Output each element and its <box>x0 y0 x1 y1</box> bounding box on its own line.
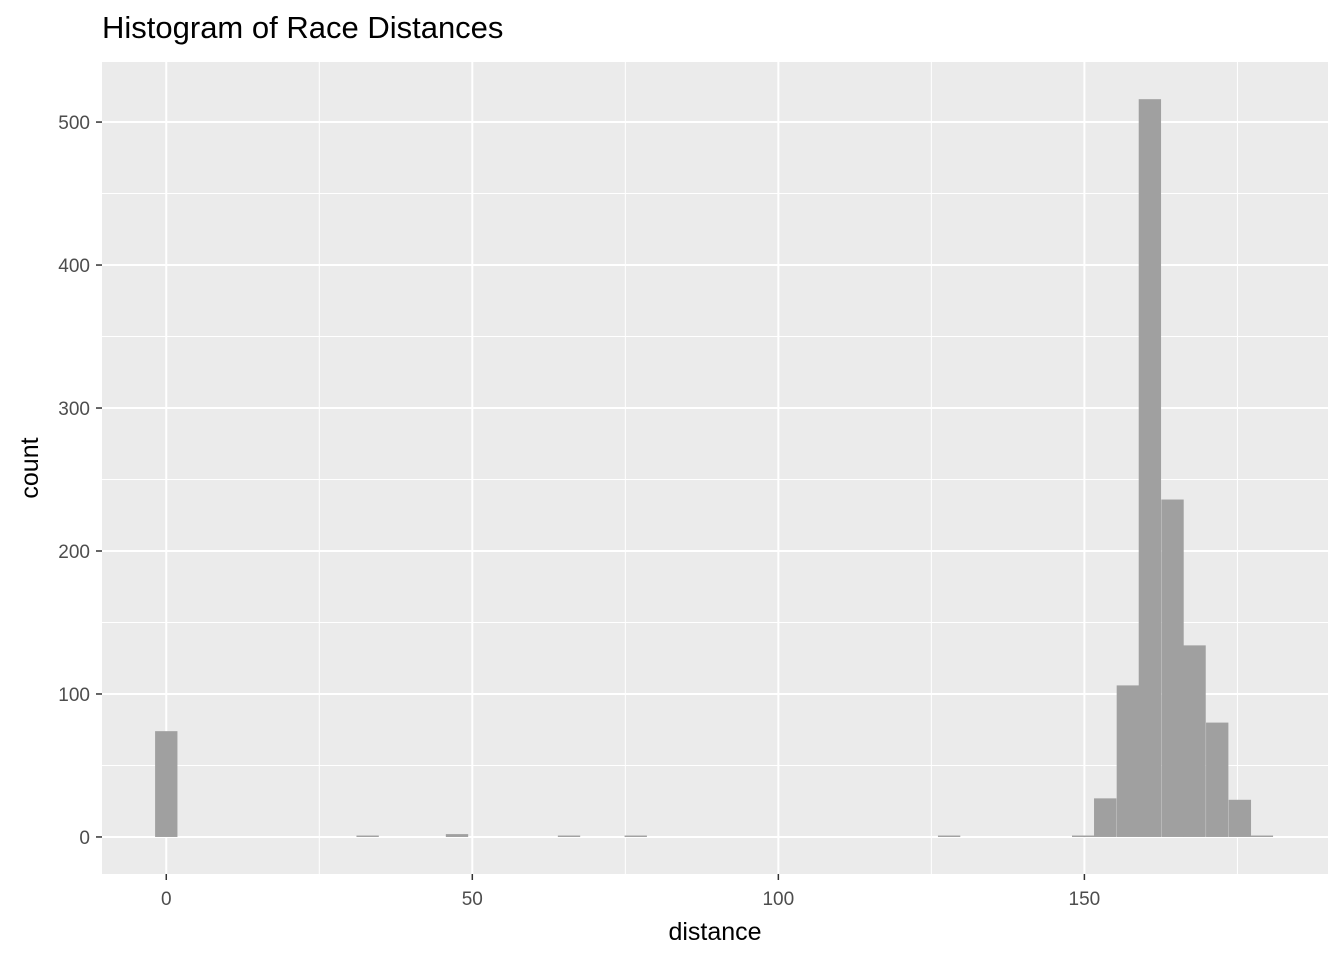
histogram-bar <box>1250 835 1274 837</box>
grid-minor <box>102 62 1328 874</box>
histogram-bar <box>1228 799 1252 837</box>
grid-major <box>102 62 1328 874</box>
histogram-bar <box>624 835 647 837</box>
x-axis-title: distance <box>668 918 761 946</box>
histogram-bar <box>155 731 178 837</box>
x-tick-label: 50 <box>462 889 483 910</box>
y-tick-label: 0 <box>79 828 90 849</box>
x-tick-label: 100 <box>762 889 794 910</box>
y-tick-label: 400 <box>58 256 90 277</box>
x-axis: 0 50 100 150 <box>161 874 1100 910</box>
chart-title: Histogram of Race Distances <box>102 10 504 45</box>
y-axis-title: count <box>16 437 44 498</box>
histogram-bar <box>557 835 581 837</box>
bars <box>155 99 1274 837</box>
histogram-bar <box>1116 685 1140 837</box>
y-tick-label: 200 <box>58 542 90 563</box>
histogram-bar <box>937 835 961 837</box>
histogram-bar <box>1183 645 1206 837</box>
histogram-bar <box>1161 499 1184 837</box>
histogram-bar <box>1071 835 1095 837</box>
histogram-bar <box>1094 798 1117 837</box>
histogram-bar <box>445 834 469 837</box>
x-tick-label: 150 <box>1069 889 1101 910</box>
histogram-bar <box>1206 722 1229 837</box>
histogram-bar <box>1138 99 1162 837</box>
histogram-bar <box>356 835 379 837</box>
x-tick-label: 0 <box>161 889 172 910</box>
y-tick-label: 300 <box>58 399 90 420</box>
y-tick-label: 500 <box>58 113 90 134</box>
y-axis: 0 100 200 300 400 500 <box>58 113 102 849</box>
y-tick-label: 100 <box>58 685 90 706</box>
